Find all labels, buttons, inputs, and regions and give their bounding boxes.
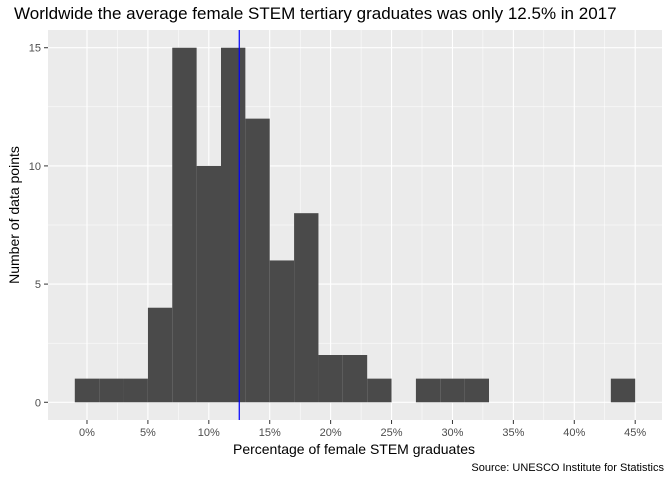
y-tick-label: 10 [29, 161, 41, 173]
histogram-bar [415, 378, 441, 403]
chart-title: Worldwide the average female STEM tertia… [14, 4, 617, 23]
histogram-bar [245, 118, 270, 403]
histogram-bar [342, 355, 368, 403]
histogram-bar [172, 47, 197, 403]
histogram-bar [464, 378, 490, 403]
y-tick-label: 0 [35, 397, 41, 409]
histogram-bar [74, 378, 100, 403]
y-axis: 0 5 10 15 [29, 43, 48, 409]
histogram-bars [74, 47, 636, 403]
x-tick-label: 10% [198, 427, 220, 439]
x-tick-label: 45% [624, 427, 646, 439]
histogram-bar [123, 378, 148, 403]
x-tick-label: 0% [79, 427, 95, 439]
x-tick-label: 15% [259, 427, 281, 439]
y-tick-label: 15 [29, 43, 41, 55]
x-axis-title: Percentage of female STEM graduates [233, 441, 475, 457]
histogram-bar [196, 165, 221, 403]
x-tick-label: 40% [563, 427, 585, 439]
source-caption: Source: UNESCO Institute for Statistics [471, 462, 664, 474]
histogram-bar [294, 213, 319, 403]
histogram-bar [440, 378, 465, 403]
y-axis-title: Number of data points [6, 146, 22, 284]
x-tick-label: 35% [502, 427, 524, 439]
histogram-bar [147, 307, 173, 403]
y-tick-label: 5 [35, 279, 41, 291]
major-gridlines [48, 30, 662, 420]
x-axis: 0% 5% 10% 15% 20% 25% 30% 35% 40% 45% [79, 420, 646, 439]
histogram-bar [610, 378, 636, 403]
x-tick-label: 20% [320, 427, 342, 439]
histogram-bar [318, 355, 343, 403]
histogram-bar [220, 47, 246, 403]
histogram-bar [367, 378, 392, 403]
x-tick-label: 30% [441, 427, 463, 439]
histogram-bar [99, 378, 124, 403]
histogram-bar [269, 260, 295, 403]
x-tick-label: 25% [381, 427, 403, 439]
x-tick-label: 5% [140, 427, 156, 439]
